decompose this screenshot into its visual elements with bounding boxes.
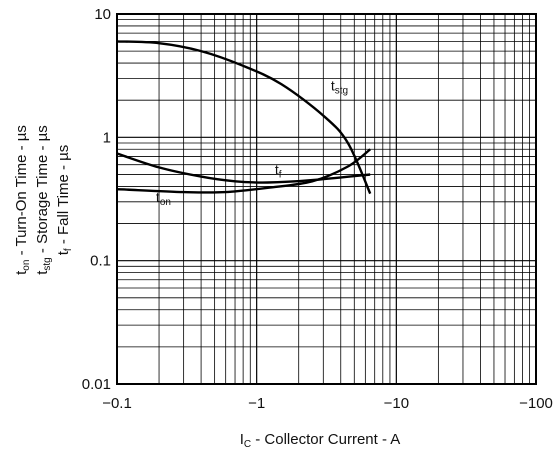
tick-labels: −0.1 −1 −10 −100 0.01 0.1 1 10 (82, 6, 553, 412)
series (116, 40, 372, 195)
series-tf-line (116, 152, 371, 184)
y-axis-title-line: ton - Turn-On Time - µs (13, 125, 32, 275)
x-tick-label: −100 (519, 395, 553, 412)
grid (116, 14, 536, 385)
x-tick-label: −0.1 (102, 395, 132, 412)
series-ton-label: ton (156, 189, 171, 208)
x-tick-label: −1 (248, 395, 265, 412)
y-axis-title-line: tf - Fall Time - µs (55, 145, 74, 256)
series-tstg-label: tstg (331, 77, 348, 96)
y-tick-label: 1 (103, 129, 111, 146)
y-tick-label: 10 (94, 6, 111, 23)
curve-labels: tstg tf ton (156, 77, 348, 207)
series-tf-label: tf (275, 161, 282, 180)
series-ton-line (116, 148, 371, 194)
y-tick-label: 0.1 (90, 253, 111, 270)
series-tstg-line (116, 40, 372, 195)
x-axis-title: IC - Collector Current - A (240, 431, 401, 450)
plot-frame (116, 13, 537, 385)
y-tick-label: 0.01 (82, 376, 111, 393)
x-tick-label: −10 (384, 395, 409, 412)
y-axis-title-line: tstg - Storage Time - µs (34, 125, 53, 275)
